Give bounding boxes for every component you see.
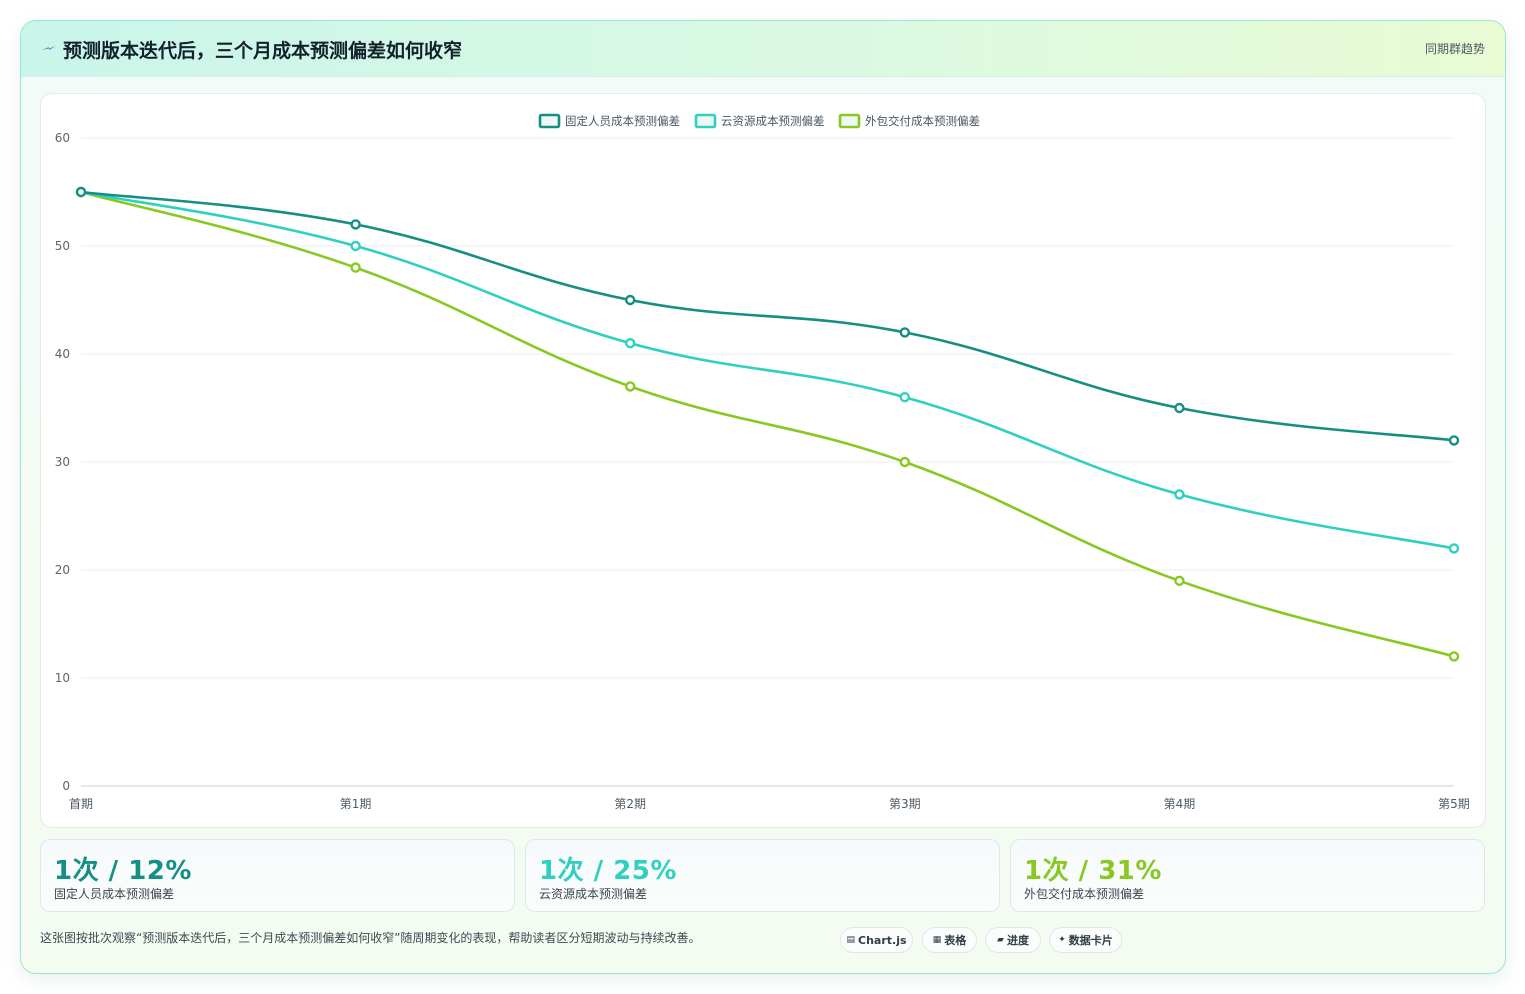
chart-icon: ▤ <box>846 935 855 945</box>
stat-label: 云资源成本预测偏差 <box>539 887 648 901</box>
legend-label: 云资源成本预测偏差 <box>721 114 825 128</box>
x-tick-label: 第1期 <box>340 797 372 811</box>
pill-chartjs[interactable]: ▤ Chart.js <box>840 927 913 953</box>
x-tick-label: 首期 <box>69 797 93 811</box>
x-tick-label: 第5期 <box>1438 797 1470 811</box>
pill-label: Chart.js <box>858 933 907 947</box>
pill-label: 表格 <box>944 934 967 947</box>
line-chart: 0 10 20 30 40 50 60 首期 第1期 第2期 第3期 第4期 第5期 固定人员成本预测偏差… <box>55 113 1470 811</box>
data-point <box>350 262 361 273</box>
x-tick-label: 第3期 <box>889 797 921 811</box>
data-point <box>1448 543 1460 554</box>
pill-table[interactable]: ▦ 表格 <box>922 927 977 953</box>
data-point <box>1448 651 1460 662</box>
data-point <box>350 240 361 252</box>
progress-icon: ▰ <box>997 935 1004 945</box>
pill-progress[interactable]: ▰ 进度 <box>985 927 1041 953</box>
stat-label: 固定人员成本预测偏差 <box>54 887 175 901</box>
series-line <box>80 190 1455 550</box>
data-point <box>75 186 87 198</box>
y-tick-label: 10 <box>55 671 70 685</box>
y-tick-label: 30 <box>55 455 70 469</box>
y-tick-label: 40 <box>55 347 70 361</box>
series-line <box>80 190 1455 442</box>
y-tick-label: 50 <box>55 239 70 253</box>
data-point <box>625 294 636 306</box>
cohort-trend-tag: 同期群趋势 <box>1424 42 1485 56</box>
table-icon: ▦ <box>932 935 942 945</box>
dashboard-card: 预测版本迭代后，三个月成本预测偏差如何收窄 同期群趋势 0 10 20 30 40 50 6… <box>20 20 1506 974</box>
page-title: 预测版本迭代后，三个月成本预测偏差如何收窄 <box>63 40 463 62</box>
data-point <box>625 381 636 392</box>
x-tick-label: 第2期 <box>614 797 646 811</box>
pill-label: 进度 <box>1006 934 1029 947</box>
stat-card-fixed-staff: 1次 / 12% 固定人员成本预测偏差 <box>40 839 515 912</box>
x-tick-label: 第4期 <box>1164 797 1196 811</box>
series-line <box>80 190 1455 658</box>
y-tick-label: 20 <box>55 563 70 577</box>
pill-data-cards[interactable]: ✦ 数据卡片 <box>1049 927 1122 953</box>
data-point <box>1174 575 1185 586</box>
card-header: 预测版本迭代后，三个月成本预测偏差如何收窄 同期群趋势 <box>21 21 1505 77</box>
stat-value: 1次 / 31% <box>1024 856 1162 886</box>
stat-card-cloud: 1次 / 25% 云资源成本预测偏差 <box>525 839 1000 912</box>
y-tick-label: 60 <box>55 131 70 145</box>
data-point <box>899 327 910 338</box>
stat-card-outsourcing: 1次 / 31% 外包交付成本预测偏差 <box>1010 839 1485 912</box>
legend-label: 外包交付成本预测偏差 <box>865 114 980 128</box>
data-point <box>625 337 636 349</box>
stat-label: 外包交付成本预测偏差 <box>1024 887 1145 901</box>
data-point <box>1174 489 1185 500</box>
legend-swatch <box>538 113 561 129</box>
footnote: 这张图按批次观察“预测版本迭代后，三个月成本预测偏差如何收窄”随周期变化的表现，… <box>40 931 701 945</box>
legend-swatch <box>694 113 717 129</box>
chart-panel: 0 10 20 30 40 50 60 首期 第1期 第2期 第3期 第4期 第5期 固定人员成本预测偏差… <box>40 93 1486 828</box>
stat-value: 1次 / 12% <box>54 856 192 886</box>
data-point <box>899 392 910 403</box>
data-point <box>1448 435 1460 446</box>
data-point <box>899 456 910 468</box>
data-point <box>350 219 361 230</box>
data-point <box>1174 402 1185 414</box>
lightning-icon <box>42 46 56 50</box>
stat-value: 1次 / 25% <box>539 856 677 886</box>
sparkle-icon: ✦ <box>1058 935 1066 945</box>
legend-label: 固定人员成本预测偏差 <box>565 114 680 128</box>
legend-swatch <box>838 113 861 129</box>
y-tick-label: 0 <box>62 779 70 793</box>
pill-label: 数据卡片 <box>1068 934 1113 947</box>
